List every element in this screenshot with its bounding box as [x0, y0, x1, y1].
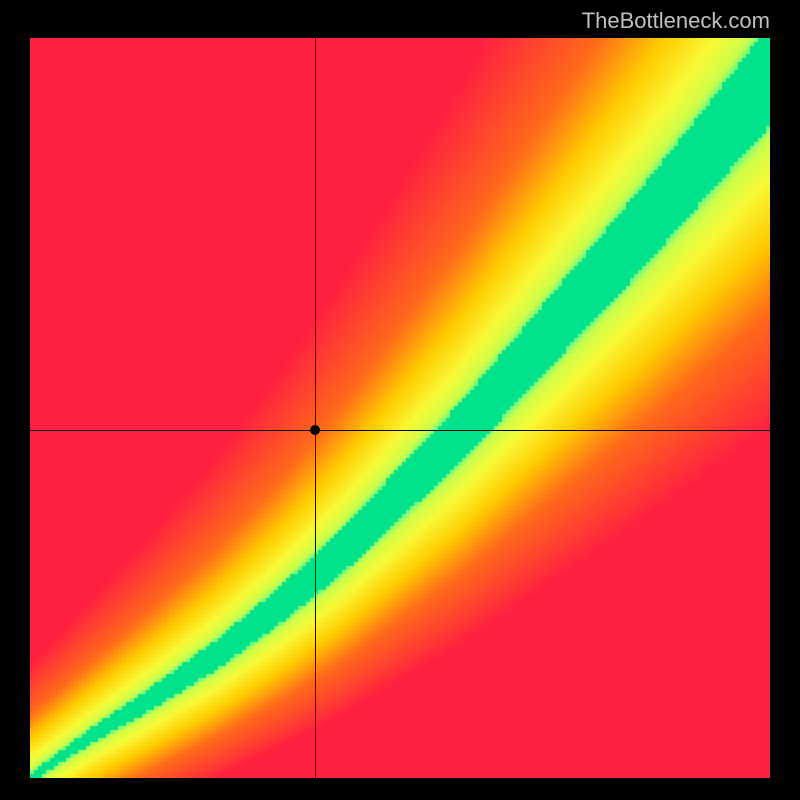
- crosshair-vertical: [315, 38, 316, 778]
- heatmap-canvas: [30, 38, 770, 778]
- crosshair-horizontal: [30, 430, 770, 431]
- heatmap-plot: [30, 38, 770, 778]
- crosshair-marker: [310, 425, 320, 435]
- watermark-text: TheBottleneck.com: [582, 8, 770, 34]
